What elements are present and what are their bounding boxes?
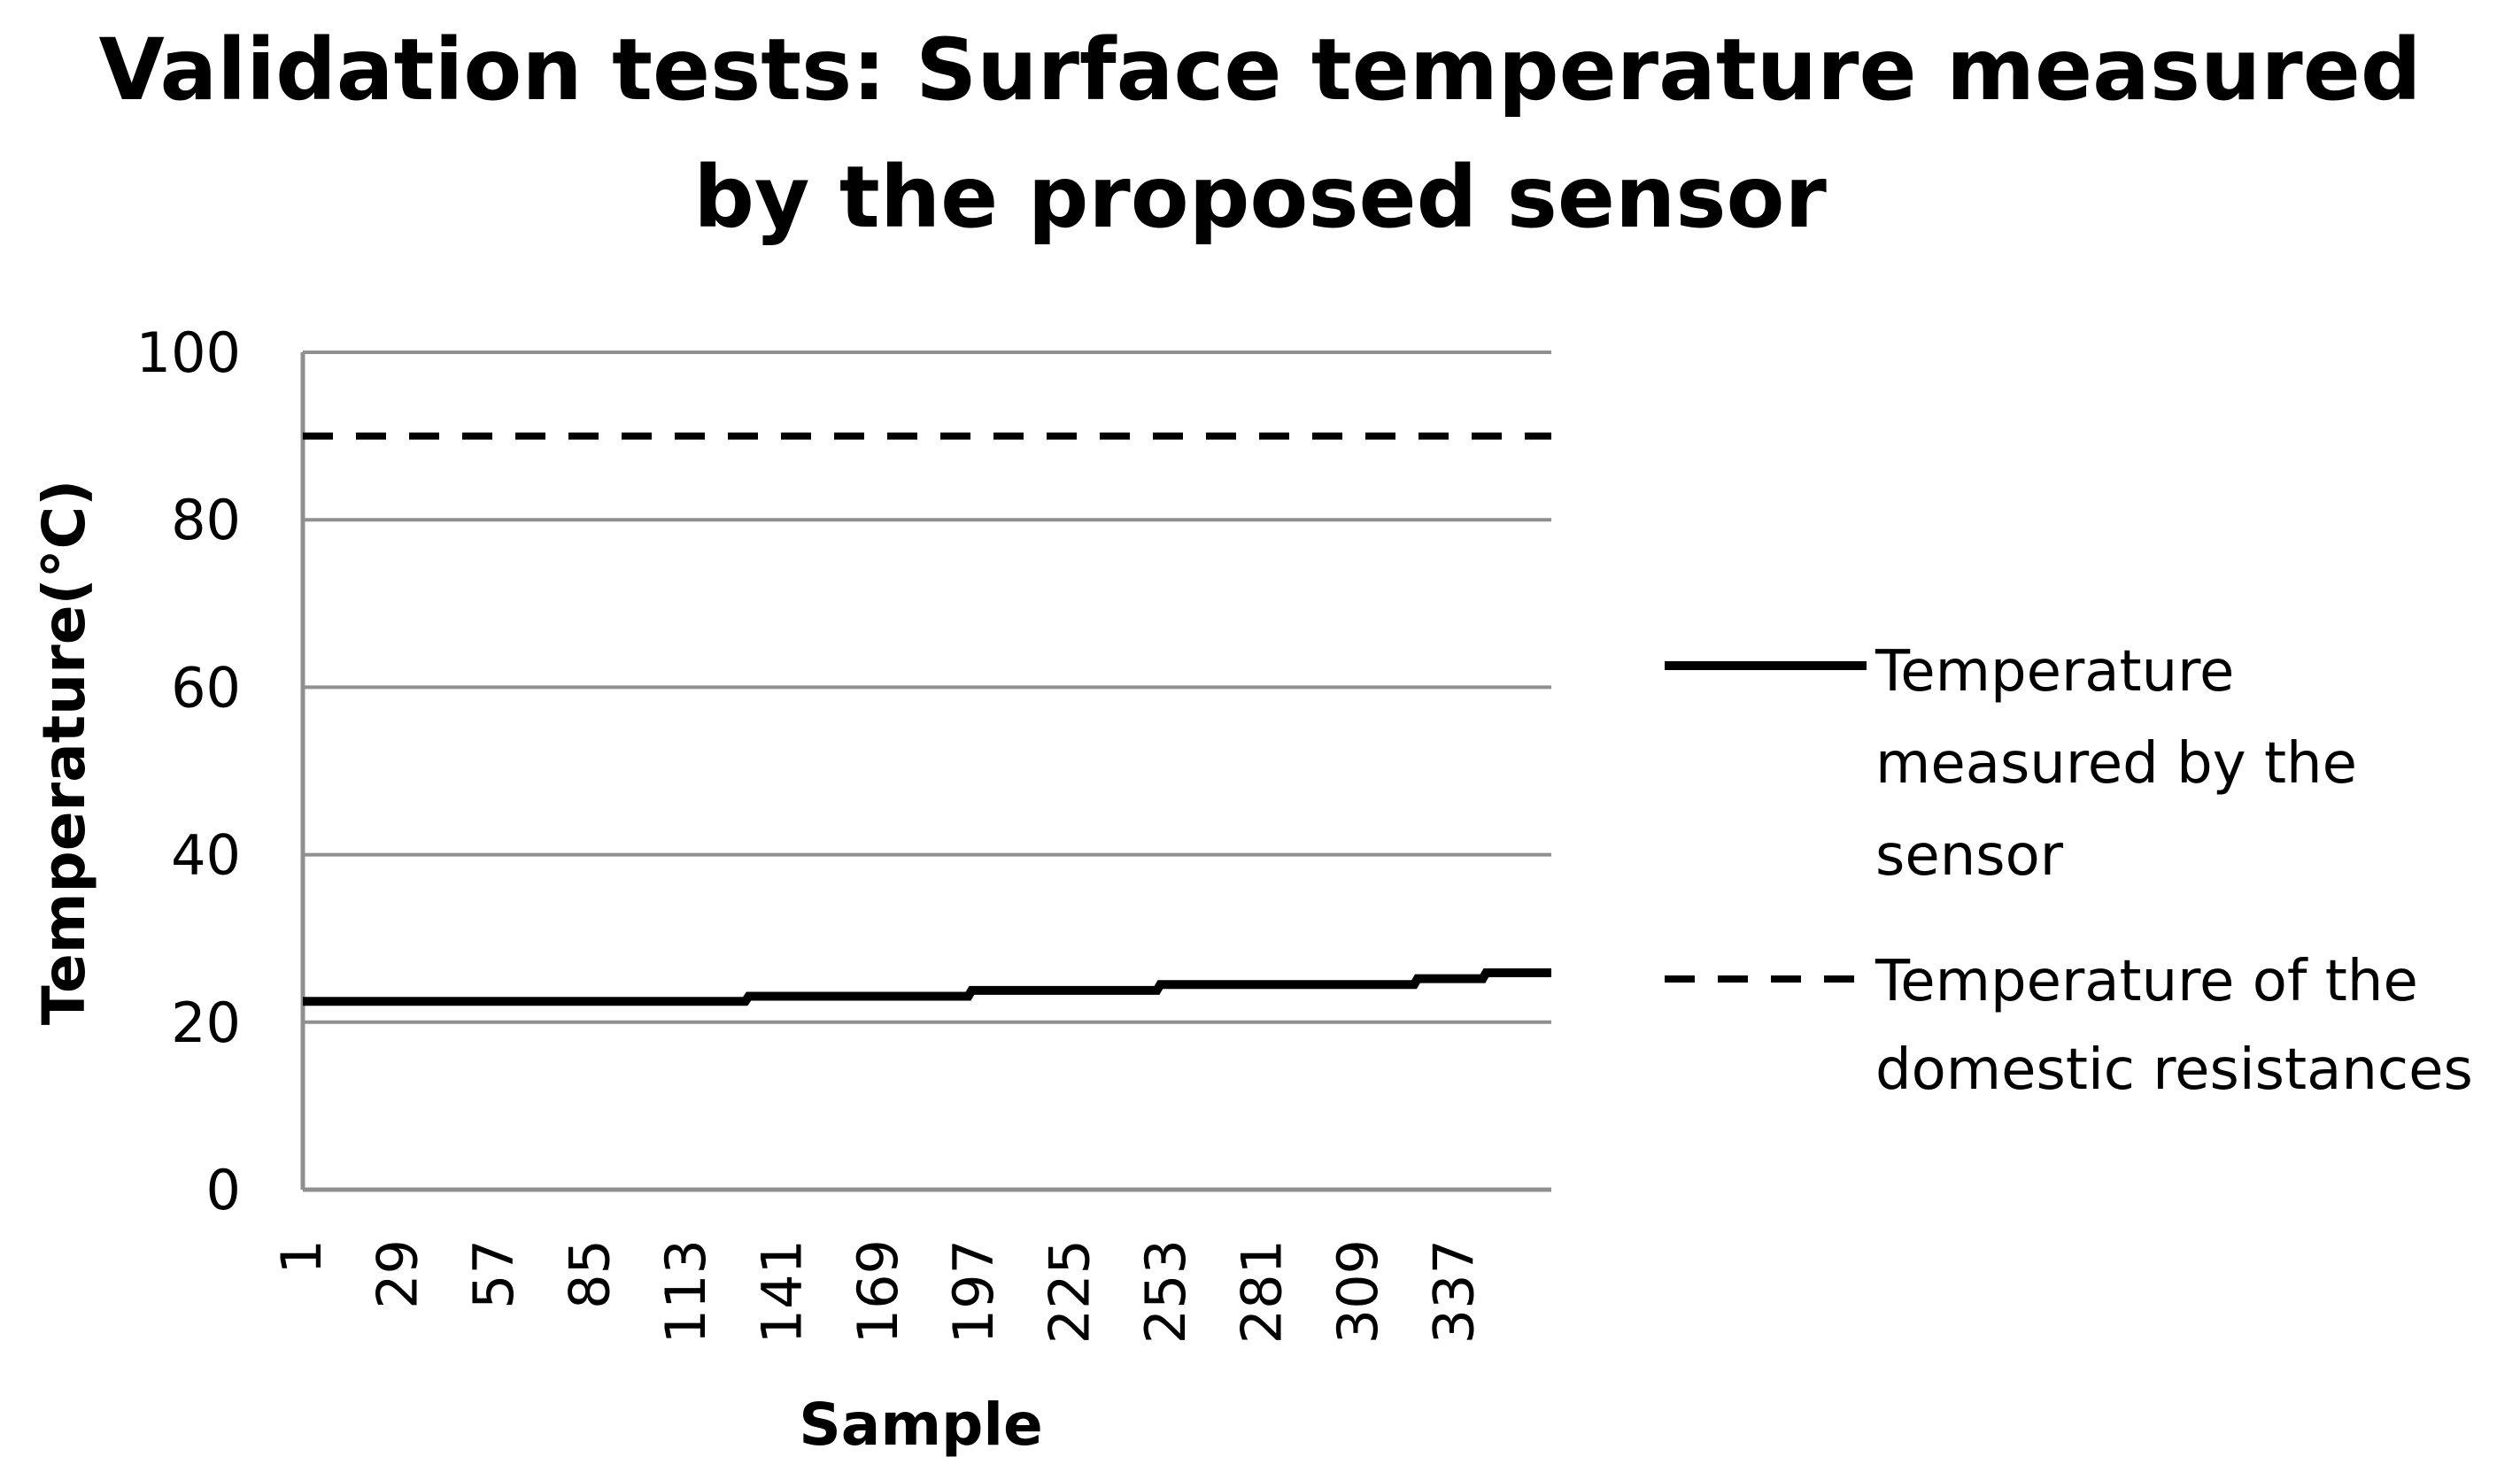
x-tick-label-337: 337 (1422, 1239, 1487, 1344)
x-tick-label-225: 225 (1038, 1239, 1102, 1344)
legend: Temperature measured by the sensor Temperat… (1665, 639, 2473, 1103)
y-tick-label-100: 100 (136, 320, 241, 385)
x-tick-label-141: 141 (749, 1239, 814, 1344)
x-tick-label-309: 309 (1326, 1239, 1390, 1344)
gridlines (303, 351, 1551, 1024)
data-series (303, 432, 1551, 1006)
axes (300, 352, 1551, 1192)
x-tick-label-57: 57 (461, 1239, 526, 1309)
y-axis-tick-labels: 0 20 40 60 80 100 (136, 320, 241, 1222)
legend-label-2-line-2: domestic resistances (1875, 1037, 2473, 1103)
legend-label-2-line-1: Temperature of the (1875, 949, 2418, 1014)
y-tick-label-40: 40 (171, 823, 241, 888)
x-tick-label-85: 85 (557, 1239, 622, 1309)
chart-title-line-2: by the proposed sensor (693, 148, 1827, 247)
x-tick-label-197: 197 (941, 1239, 1006, 1344)
x-tick-label-253: 253 (1133, 1239, 1198, 1344)
chart-title: Validation tests: Surface temperature me… (98, 20, 2421, 247)
y-tick-label-0: 0 (206, 1158, 241, 1222)
y-tick-label-60: 60 (171, 655, 241, 720)
x-tick-label-281: 281 (1230, 1239, 1295, 1344)
y-tick-label-20: 20 (171, 991, 241, 1055)
series-line-1 (303, 968, 1551, 1006)
legend-label-1-line-1: Temperature (1875, 639, 2234, 705)
x-tick-label-1: 1 (269, 1239, 334, 1274)
y-axis-title: Temperature(°C) (30, 480, 98, 1026)
x-tick-label-169: 169 (846, 1239, 910, 1344)
x-tick-label-29: 29 (365, 1239, 429, 1309)
legend-label-1-line-2: measured by the (1875, 731, 2357, 797)
x-axis-title: Sample (799, 1391, 1042, 1459)
chart-title-line-1: Validation tests: Surface temperature me… (98, 20, 2421, 119)
x-tick-label-113: 113 (653, 1239, 718, 1344)
legend-label-1-line-3: sensor (1875, 823, 2064, 889)
x-axis-tick-labels: 1 29 57 85 113 141 169 197 225 253 281 309 337 (269, 1239, 1487, 1344)
y-tick-label-80: 80 (171, 488, 241, 552)
